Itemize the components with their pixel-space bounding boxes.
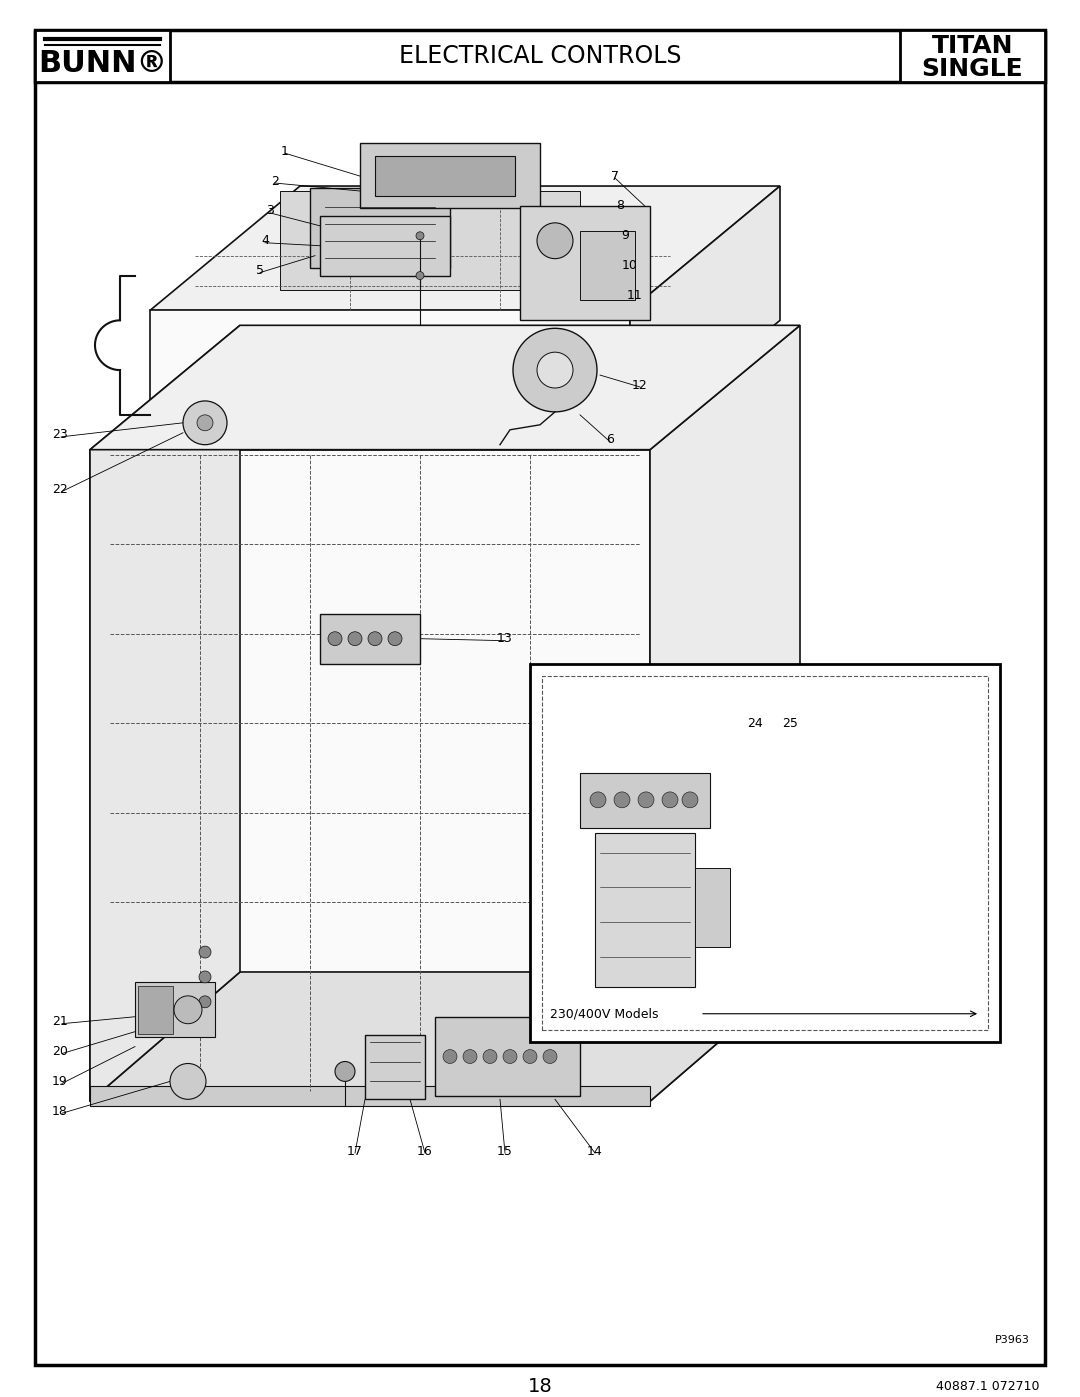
Text: 17: 17 bbox=[347, 1144, 363, 1158]
Bar bbox=[310, 189, 450, 268]
Text: 15: 15 bbox=[497, 1144, 513, 1158]
Bar bbox=[138, 986, 173, 1034]
Bar bbox=[360, 144, 540, 208]
Bar bbox=[435, 1017, 580, 1097]
Circle shape bbox=[681, 792, 698, 807]
Text: 2: 2 bbox=[271, 175, 279, 187]
Circle shape bbox=[537, 224, 573, 258]
Polygon shape bbox=[90, 326, 800, 450]
Text: 3: 3 bbox=[266, 204, 274, 218]
Text: 13: 13 bbox=[497, 633, 513, 645]
Text: 7: 7 bbox=[611, 169, 619, 183]
Text: 4: 4 bbox=[261, 235, 269, 247]
Text: 1: 1 bbox=[281, 145, 289, 158]
Circle shape bbox=[638, 792, 654, 807]
Circle shape bbox=[174, 996, 202, 1024]
Circle shape bbox=[443, 1049, 457, 1063]
Bar bbox=[580, 231, 635, 300]
Text: BUNN®: BUNN® bbox=[38, 49, 167, 78]
Text: 16: 16 bbox=[417, 1144, 433, 1158]
Text: 9: 9 bbox=[621, 229, 629, 242]
Text: P3963: P3963 bbox=[995, 1336, 1030, 1345]
Polygon shape bbox=[630, 186, 780, 444]
Circle shape bbox=[170, 1063, 206, 1099]
Text: 6: 6 bbox=[606, 433, 613, 446]
Circle shape bbox=[368, 631, 382, 645]
Text: SINGLE: SINGLE bbox=[921, 57, 1024, 81]
Text: 14: 14 bbox=[588, 1144, 603, 1158]
Polygon shape bbox=[90, 450, 650, 1101]
Text: ELECTRICAL CONTROLS: ELECTRICAL CONTROLS bbox=[399, 43, 681, 67]
Polygon shape bbox=[90, 326, 240, 1101]
Bar bbox=[135, 982, 215, 1037]
Bar bbox=[365, 1035, 426, 1099]
Circle shape bbox=[416, 271, 424, 279]
Circle shape bbox=[590, 792, 606, 807]
Circle shape bbox=[483, 1049, 497, 1063]
Bar bbox=[696, 868, 730, 947]
Text: 230/400V Models: 230/400V Models bbox=[550, 1007, 659, 1020]
Bar bbox=[580, 773, 710, 827]
Circle shape bbox=[183, 401, 227, 444]
Text: 12: 12 bbox=[632, 379, 648, 391]
Text: 23: 23 bbox=[52, 429, 68, 441]
Circle shape bbox=[416, 232, 424, 240]
Text: 5: 5 bbox=[256, 264, 264, 277]
Text: 24: 24 bbox=[747, 717, 762, 729]
Bar bbox=[375, 156, 515, 196]
Text: 18: 18 bbox=[528, 1377, 552, 1397]
Bar bbox=[35, 29, 170, 81]
Circle shape bbox=[348, 631, 362, 645]
Circle shape bbox=[388, 631, 402, 645]
Circle shape bbox=[199, 996, 211, 1007]
Text: 11: 11 bbox=[627, 289, 643, 302]
Circle shape bbox=[543, 1049, 557, 1063]
Text: 19: 19 bbox=[52, 1074, 68, 1088]
Bar bbox=[595, 833, 696, 986]
Circle shape bbox=[503, 1049, 517, 1063]
Polygon shape bbox=[280, 191, 580, 291]
Text: TITAN: TITAN bbox=[932, 35, 1013, 59]
Polygon shape bbox=[90, 1087, 650, 1106]
Text: 25: 25 bbox=[782, 717, 798, 729]
Text: 21: 21 bbox=[52, 1016, 68, 1028]
Circle shape bbox=[197, 415, 213, 430]
Bar bbox=[519, 205, 650, 320]
Polygon shape bbox=[150, 310, 630, 444]
Text: 18: 18 bbox=[52, 1105, 68, 1118]
Bar bbox=[35, 29, 1045, 81]
Text: 22: 22 bbox=[52, 483, 68, 496]
Bar bbox=[542, 676, 988, 1030]
Circle shape bbox=[662, 792, 678, 807]
Bar bbox=[530, 664, 1000, 1042]
Text: 8: 8 bbox=[616, 200, 624, 212]
Text: 40887.1 072710: 40887.1 072710 bbox=[936, 1380, 1040, 1393]
Circle shape bbox=[199, 946, 211, 958]
Circle shape bbox=[328, 631, 342, 645]
Bar bbox=[320, 217, 450, 275]
Circle shape bbox=[335, 1062, 355, 1081]
Circle shape bbox=[513, 328, 597, 412]
Bar bbox=[900, 29, 1045, 81]
Circle shape bbox=[615, 792, 630, 807]
Text: 10: 10 bbox=[622, 258, 638, 272]
Polygon shape bbox=[650, 326, 800, 1101]
Circle shape bbox=[537, 352, 573, 388]
Bar bbox=[320, 613, 420, 664]
Circle shape bbox=[463, 1049, 477, 1063]
Text: 20: 20 bbox=[52, 1045, 68, 1058]
Polygon shape bbox=[150, 186, 780, 310]
Circle shape bbox=[199, 971, 211, 983]
Polygon shape bbox=[90, 972, 800, 1101]
Circle shape bbox=[523, 1049, 537, 1063]
